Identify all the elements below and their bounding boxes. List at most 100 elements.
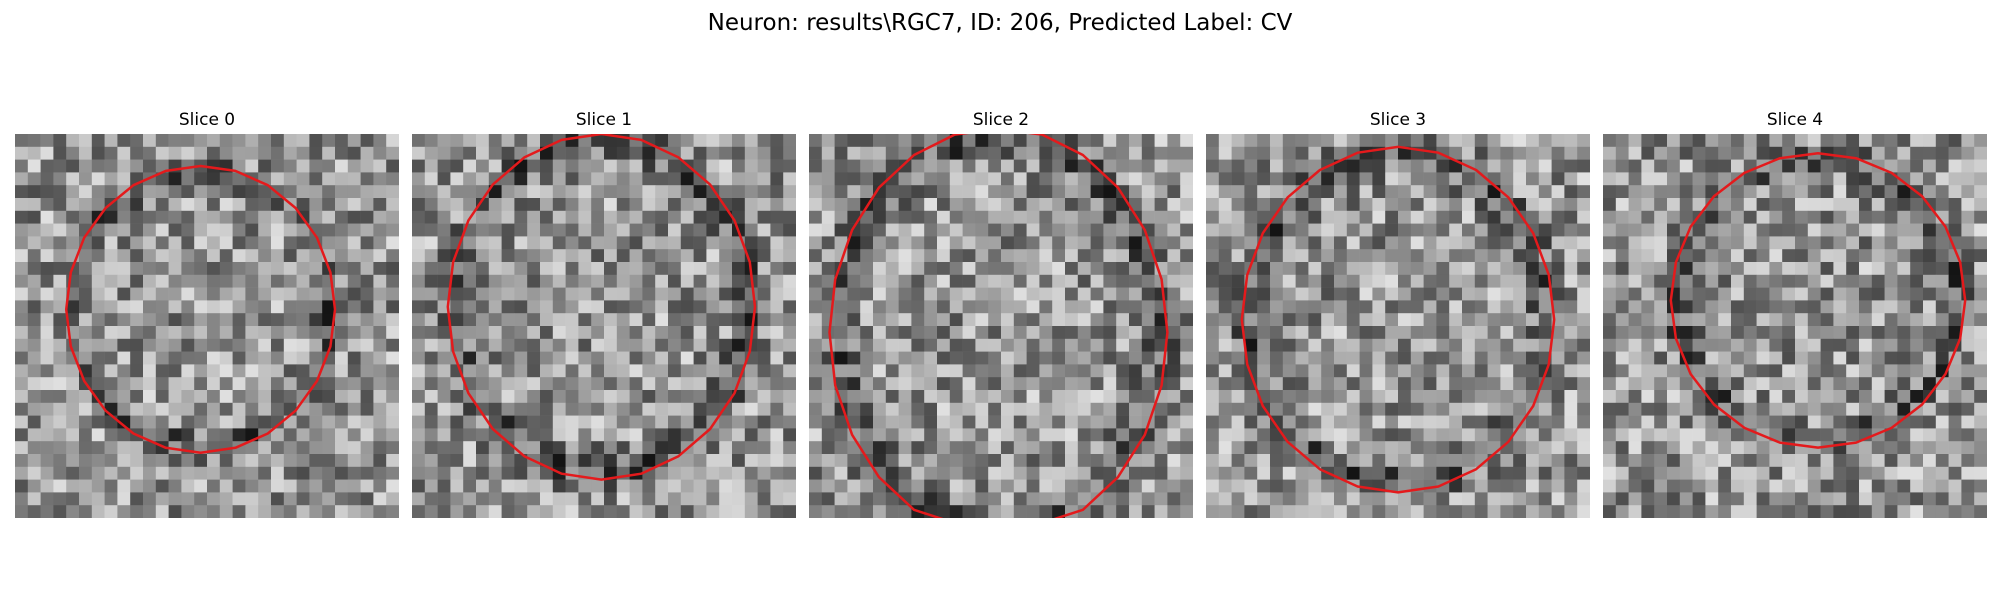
- pixel: [975, 185, 989, 199]
- pixel: [1116, 326, 1130, 340]
- pixel: [988, 364, 1002, 378]
- pixel: [181, 454, 195, 468]
- pixel: [1833, 364, 1847, 378]
- pixel: [1321, 326, 1335, 340]
- pixel: [1782, 338, 1796, 352]
- pixel: [1436, 223, 1450, 237]
- pixel: [347, 313, 361, 327]
- pixel: [1513, 223, 1527, 237]
- pixel: [1910, 377, 1924, 391]
- pixel: [1603, 428, 1617, 442]
- pixel: [1615, 198, 1629, 212]
- pixel: [53, 300, 67, 314]
- pixel: [335, 249, 349, 263]
- pixel: [616, 223, 630, 237]
- pixel: [565, 313, 579, 327]
- pixel: [821, 236, 835, 250]
- pixel: [1910, 198, 1924, 212]
- pixel: [1487, 364, 1501, 378]
- pixel: [15, 210, 29, 224]
- pixel: [1257, 505, 1271, 518]
- pixel: [834, 274, 848, 288]
- pixel: [1398, 454, 1412, 468]
- pixel: [207, 274, 221, 288]
- pixel: [732, 159, 746, 173]
- pixel: [527, 351, 541, 365]
- pixel: [1462, 300, 1476, 314]
- pixel: [873, 249, 887, 263]
- pixel: [1820, 454, 1834, 468]
- pixel: [335, 326, 349, 340]
- pixel: [1871, 236, 1885, 250]
- pixel: [604, 236, 618, 250]
- pixel: [988, 390, 1002, 404]
- pixel: [527, 441, 541, 455]
- pixel: [514, 249, 528, 263]
- pixel: [463, 454, 477, 468]
- pixel: [130, 326, 144, 340]
- pixel: [1308, 262, 1322, 276]
- pixel: [104, 479, 118, 493]
- pixel: [1705, 185, 1719, 199]
- pixel: [1833, 454, 1847, 468]
- pixel: [347, 390, 361, 404]
- pixel: [693, 172, 707, 186]
- pixel: [271, 351, 285, 365]
- pixel: [911, 338, 925, 352]
- pixel: [540, 466, 554, 480]
- pixel: [988, 338, 1002, 352]
- slice-image: [1206, 134, 1590, 518]
- pixel: [847, 300, 861, 314]
- pixel: [1769, 390, 1783, 404]
- pixel: [1295, 364, 1309, 378]
- pixel: [565, 223, 579, 237]
- pixel: [1423, 377, 1437, 391]
- pixel: [258, 466, 272, 480]
- pixel: [962, 505, 976, 518]
- pixel: [1526, 441, 1540, 455]
- pixel: [1897, 326, 1911, 340]
- pixel: [706, 428, 720, 442]
- pixel: [514, 210, 528, 224]
- pixel: [1500, 300, 1514, 314]
- pixel: [719, 415, 733, 429]
- pixel: [296, 466, 310, 480]
- pixel: [1257, 262, 1271, 276]
- pixel: [1692, 134, 1706, 148]
- pixel: [1731, 402, 1745, 416]
- pixel: [1795, 479, 1809, 493]
- pixel: [1218, 134, 1232, 148]
- pixel: [860, 428, 874, 442]
- pixel: [1282, 479, 1296, 493]
- pixel: [1462, 172, 1476, 186]
- pixel: [15, 172, 29, 186]
- pixel: [258, 402, 272, 416]
- pixel: [360, 134, 374, 148]
- pixel: [975, 300, 989, 314]
- pixel: [476, 249, 490, 263]
- pixel: [258, 441, 272, 455]
- pixel: [706, 300, 720, 314]
- pixel: [1295, 146, 1309, 160]
- pixel: [1039, 466, 1053, 480]
- pixel: [1257, 172, 1271, 186]
- pixel: [168, 505, 182, 518]
- pixel: [424, 390, 438, 404]
- pixel: [937, 505, 951, 518]
- pixel: [1410, 198, 1424, 212]
- pixel: [1897, 287, 1911, 301]
- pixel: [873, 185, 887, 199]
- pixel: [962, 364, 976, 378]
- pixel: [437, 338, 451, 352]
- pixel: [296, 364, 310, 378]
- pixel: [347, 146, 361, 160]
- pixel: [1167, 492, 1181, 506]
- pixel: [463, 415, 477, 429]
- pixel: [514, 287, 528, 301]
- pixel: [1244, 402, 1258, 416]
- pixel: [168, 262, 182, 276]
- pixel: [744, 479, 758, 493]
- pixel: [1026, 274, 1040, 288]
- pixel: [809, 492, 823, 506]
- pixel: [1321, 249, 1335, 263]
